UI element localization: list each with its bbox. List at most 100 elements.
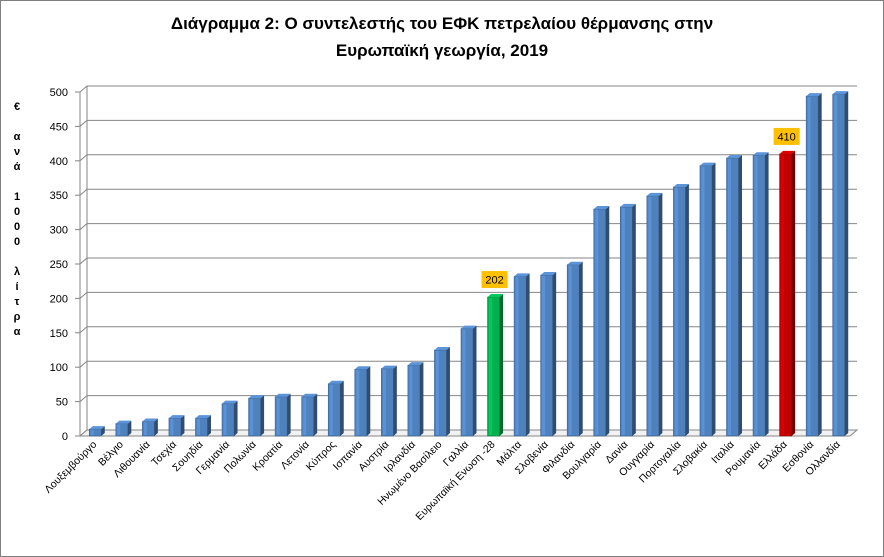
bar-side: [526, 273, 530, 436]
bar-side: [552, 272, 557, 436]
bar-top: [699, 162, 716, 166]
bar-side: [101, 426, 105, 436]
x-tick-label: Λουξεμβούργο: [42, 439, 99, 496]
bar-top: [620, 203, 636, 207]
bar-top: [168, 415, 185, 419]
data-label-box: [481, 271, 508, 289]
y-axis-label-char: 1: [13, 191, 21, 203]
bar-side: [711, 162, 716, 436]
bar-top: [89, 426, 105, 430]
y-axis-label-char: α: [13, 131, 21, 143]
bar-highlight: [807, 97, 811, 436]
bar-side: [260, 395, 265, 436]
bar-side: [658, 192, 663, 436]
bar-highlight: [143, 422, 147, 435]
bar-highlight: [781, 154, 785, 436]
bar-highlight: [223, 404, 227, 435]
bar-side: [473, 325, 477, 436]
data-label-box: [773, 127, 800, 145]
bar-top: [275, 393, 291, 397]
bar-highlight: [250, 399, 254, 435]
bar-top: [779, 150, 796, 154]
bar-side: [579, 261, 583, 436]
bar-highlight: [170, 419, 174, 435]
bar-side: [818, 93, 822, 437]
bar-highlight: [276, 397, 280, 435]
y-axis-label-char: 0: [13, 236, 21, 248]
bar-highlight: [489, 298, 493, 435]
bar-side: [287, 393, 291, 436]
y-axis-label-char: λ: [13, 266, 21, 278]
y-tick-label: 400: [50, 156, 68, 168]
bar-side: [844, 91, 849, 437]
bar-side: [605, 205, 610, 436]
bar-top: [806, 93, 822, 97]
bar-side: [419, 362, 424, 436]
bar-top: [832, 91, 849, 95]
bar-side: [765, 152, 769, 436]
bar-highlight: [674, 187, 678, 435]
y-tick-label: 0: [62, 431, 68, 443]
bar-highlight: [515, 277, 519, 435]
bar-side: [340, 380, 344, 436]
bar-highlight: [409, 366, 413, 435]
bar-side: [393, 365, 397, 436]
y-tick-label: 250: [50, 259, 68, 271]
bar-highlight: [382, 369, 386, 435]
bar-highlight: [754, 156, 758, 435]
bar-side: [313, 393, 318, 436]
bar-top: [222, 400, 238, 404]
bar-top: [487, 294, 504, 298]
bar-top: [540, 272, 557, 276]
y-axis-label-char: €: [13, 101, 21, 113]
bar-highlight: [648, 196, 652, 435]
bar-top: [461, 325, 477, 329]
bar-highlight: [462, 329, 466, 435]
y-tick-label: 200: [50, 293, 68, 305]
bar-highlight: [435, 351, 439, 435]
bar-top: [673, 183, 689, 187]
bar-side: [366, 366, 371, 436]
bar-highlight: [728, 159, 732, 435]
y-axis-label-char: 0: [13, 221, 21, 233]
bar-highlight: [329, 384, 333, 435]
y-axis-label-char: ί: [15, 281, 19, 293]
bar-side: [738, 155, 743, 436]
y-axis-label-char: ά: [13, 161, 21, 173]
bar-side: [791, 150, 796, 437]
data-label: 410: [777, 131, 795, 143]
y-axis-label-char: ρ: [13, 311, 21, 323]
bar-highlight: [568, 265, 572, 435]
bar-highlight: [834, 95, 838, 436]
bar-top: [248, 395, 265, 399]
bar-top: [115, 420, 132, 424]
bar-highlight: [595, 209, 599, 435]
chart-title: Διάγραμμα 2: Ο συντελεστής του ΕΦΚ πετρε…: [0, 10, 884, 64]
bar-highlight: [117, 424, 121, 435]
bar-side: [234, 400, 238, 436]
bar-side: [154, 418, 158, 436]
bar-side: [207, 415, 211, 436]
bar-top: [381, 365, 397, 369]
bar-top: [328, 380, 344, 384]
bar-side: [446, 347, 450, 436]
bar-highlight: [701, 166, 705, 435]
chart-title-line-2: Ευρωπαϊκή γεωργία, 2019: [335, 41, 549, 60]
bar-side: [127, 420, 132, 436]
bar-top: [646, 192, 663, 196]
y-tick-label: 450: [50, 121, 68, 133]
bar-top: [593, 205, 610, 209]
bar-top: [567, 261, 583, 265]
y-axis-label-char: ν: [13, 146, 21, 158]
bar-highlight: [621, 207, 625, 435]
x-tick-label: Κροατία: [250, 439, 285, 474]
bar-top: [753, 152, 769, 156]
bar-highlight: [196, 419, 200, 435]
bar-side: [632, 203, 636, 436]
y-axis-label-char: α: [13, 326, 21, 338]
y-tick-label: 350: [50, 190, 68, 202]
bar-highlight: [356, 370, 360, 435]
bar-top: [434, 347, 450, 350]
